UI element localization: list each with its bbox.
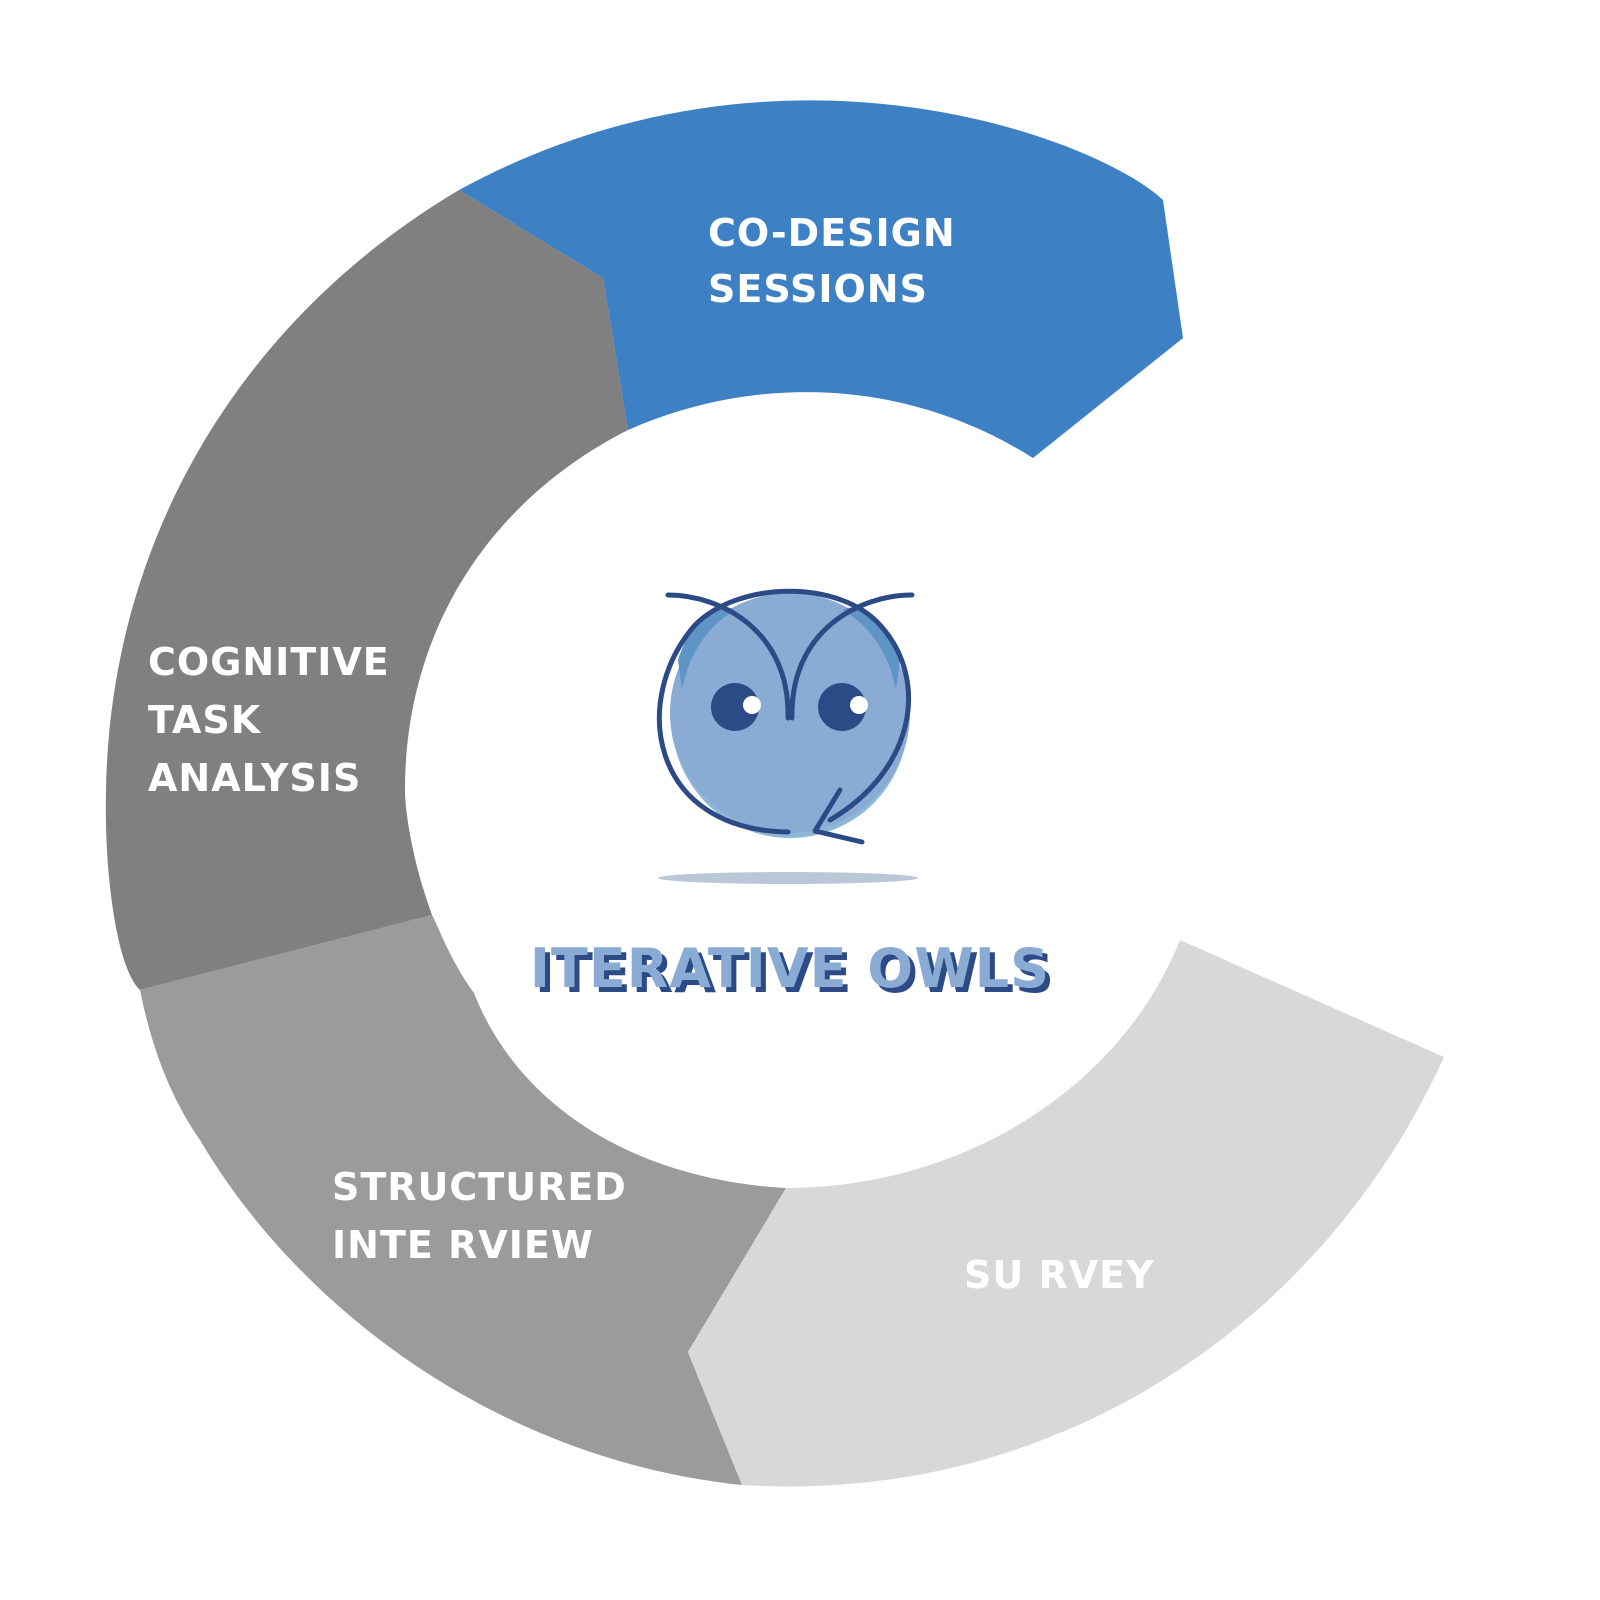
- brand-title-shadow: ITERATIVE OWLS: [535, 942, 1055, 1005]
- segment-cognitive-task-analysis: [105, 190, 629, 990]
- label-cognitive-line-1: COGNITIVE: [148, 640, 390, 684]
- owl-left-pupil: [743, 696, 761, 714]
- segment-co-design-sessions: [459, 100, 1183, 458]
- owl-left-brow: [665, 592, 791, 721]
- segment-survey: [688, 940, 1444, 1487]
- label-structured-line-1: STRUCTURED: [332, 1165, 627, 1209]
- label-structured-line-2: INTE RVIEW: [332, 1223, 594, 1267]
- segment-structured-interview: [140, 915, 786, 1485]
- owl-right-pupil: [850, 696, 868, 714]
- label-co-design-line-1: CO-DESIGN: [708, 211, 956, 255]
- owl-shadow: [658, 872, 918, 884]
- label-survey-line-1: SU RVEY: [964, 1253, 1155, 1297]
- owl-beak-arrow: [812, 787, 865, 845]
- label-survey: SU RVEY: [964, 1253, 1155, 1297]
- brand-title: ITERATIVE OWLS: [530, 937, 1050, 1000]
- label-cognitive-task-analysis: COGNITIVE TASK ANALYSIS: [148, 640, 404, 800]
- label-cognitive-line-3: ANALYSIS: [148, 756, 361, 800]
- owl-icon: [656, 588, 918, 884]
- owl-left-eye: [711, 683, 759, 731]
- owl-right-eye: [818, 683, 866, 731]
- label-structured-interview: STRUCTURED INTE RVIEW: [332, 1165, 641, 1267]
- owl-right-brow: [789, 592, 915, 721]
- owl-outline: [656, 588, 911, 835]
- label-co-design-sessions: CO-DESIGN SESSIONS: [708, 211, 970, 311]
- label-co-design-line-2: SESSIONS: [708, 267, 928, 311]
- label-cognitive-line-2: TASK: [148, 698, 262, 742]
